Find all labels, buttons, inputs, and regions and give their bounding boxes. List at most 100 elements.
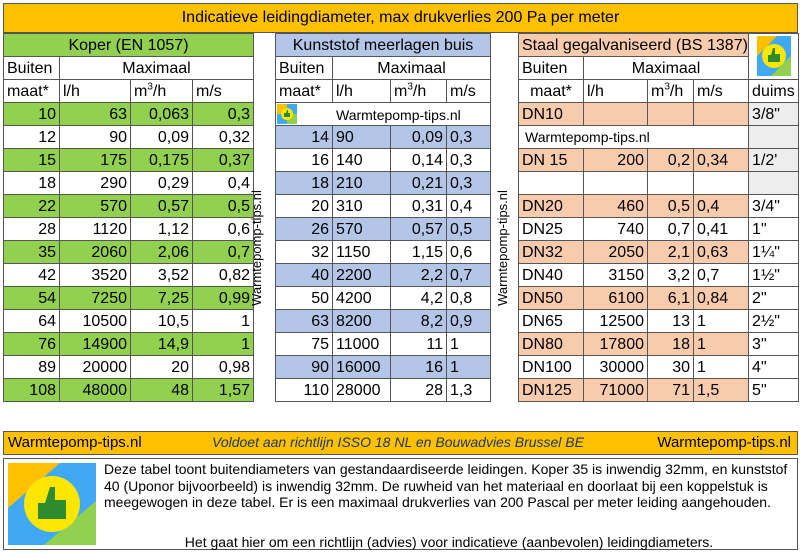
koper-cell: 0,5 — [192, 194, 254, 218]
staal-row: DN 15 200 0,2 0,34 1/2' — [518, 148, 800, 172]
kunststof-cell: 75 — [275, 332, 333, 356]
koper-cell: 0,4 — [192, 171, 254, 195]
staal-row: DN32 2050 2,1 0,63 1¼" — [518, 240, 800, 264]
vertical-watermark-right: Warmtepomp-tips.nl — [495, 190, 510, 306]
staal-cell: 2,1 — [647, 240, 694, 264]
staal-cell: 0,84 — [692, 286, 750, 310]
koper-cell: 1 — [192, 332, 254, 356]
staal-row: DN50 6100 6,1 0,84 2" — [518, 286, 800, 310]
staal-header-ms: m/s — [692, 79, 750, 103]
kunststof-row: 32 1150 1,15 0,6 — [275, 240, 492, 264]
koper-cell: 0,063 — [130, 102, 193, 126]
koper-row: 42 3520 3,52 0,82 — [3, 263, 254, 287]
koper-row: 12 90 0,09 0,32 — [3, 125, 254, 149]
koper-cell: 89 — [3, 355, 60, 379]
staal-cell: 2050 — [583, 240, 648, 264]
staal-cell: 0,41 — [692, 217, 750, 241]
koper-cell: 0,99 — [192, 286, 254, 310]
thumbs-up-icon — [277, 104, 297, 124]
staal-row: DN25 740 0,7 0,41 1" — [518, 217, 800, 241]
kunststof-row: 26 570 0,57 0,5 — [275, 217, 492, 241]
kunststof-cell: 0,14 — [390, 148, 447, 172]
staal-cell: DN65 — [518, 309, 584, 333]
staal-header-buiten: Buiten — [518, 56, 584, 80]
koper-cell: 7,25 — [130, 286, 193, 310]
koper-cell: 48000 — [59, 378, 131, 402]
kunststof-cell: 570 — [332, 217, 391, 241]
staal-cell: DN25 — [518, 217, 584, 241]
staal-cell: 1 — [692, 332, 750, 356]
koper-cell: 290 — [59, 171, 131, 195]
koper-cell: 1120 — [59, 217, 131, 241]
koper-cell: 76 — [3, 332, 60, 356]
staal-cell: 30000 — [583, 355, 648, 379]
staal-watermark-row: Warmtepomp-tips.nl — [517, 125, 800, 149]
kunststof-cell: 26 — [275, 217, 333, 241]
kunststof-cell: 0,3 — [445, 148, 492, 172]
koper-cell: 1,12 — [130, 217, 193, 241]
koper-cell: 175 — [59, 148, 131, 172]
staal-cell: 6,1 — [647, 286, 694, 310]
staal-cell: DN100 — [518, 355, 584, 379]
staal-blank-cell — [692, 171, 750, 195]
staal-blank-cell — [748, 171, 800, 195]
kunststof-cell: 0,57 — [390, 217, 447, 241]
kunststof-cell: 0,4 — [445, 194, 492, 218]
koper-cell: 7250 — [59, 286, 131, 310]
koper-header-lh: l/h — [59, 79, 131, 103]
staal-cell: 3150 — [583, 263, 648, 287]
kunststof-cell: 90 — [332, 125, 391, 149]
kunststof-cell: 40 — [275, 263, 333, 287]
staal-cell: 71 — [647, 378, 694, 402]
staal-cell: 0,63 — [692, 240, 750, 264]
staal-row: DN65 12500 13 1 2½" — [518, 309, 800, 333]
staal-cell: 0,5 — [647, 194, 694, 218]
staal-row: DN125 71000 71 1,5 5" — [518, 378, 800, 402]
kunststof-cell: 0,21 — [390, 171, 447, 195]
kunststof-cell: 0,09 — [390, 125, 447, 149]
kunststof-row: 75 11000 11 1 — [275, 332, 492, 356]
koper-cell: 48 — [130, 378, 193, 402]
footer-right: Warmtepomp-tips.nl — [657, 434, 791, 451]
footer-bar: Warmtepomp-tips.nl Voldoet aan richtlijn… — [3, 431, 798, 455]
staal-cell: 0,34 — [692, 148, 750, 172]
kunststof-row: 14 90 0,09 0,3 — [275, 125, 492, 149]
koper-header-maat: maat* — [3, 79, 60, 103]
koper-cell: 14900 — [59, 332, 131, 356]
staal-cell: DN50 — [518, 286, 584, 310]
kunststof-row: 50 4200 4,2 0,8 — [275, 286, 492, 310]
staal-cell: 1½" — [748, 263, 800, 287]
staal-cell: 4" — [748, 355, 800, 379]
koper-row: 22 570 0,57 0,5 — [3, 194, 254, 218]
koper-cell: 3520 — [59, 263, 131, 287]
koper-cell: 20000 — [59, 355, 131, 379]
koper-cell: 10 — [3, 102, 60, 126]
staal-cell: 460 — [583, 194, 648, 218]
info-text: Deze tabel toont buitendiameters van ges… — [104, 461, 788, 510]
koper-row: 28 1120 1,12 0,6 — [3, 217, 254, 241]
koper-header-maximaal: Maximaal — [59, 56, 254, 80]
koper-cell: 54 — [3, 286, 60, 310]
staal-blank-cell — [647, 171, 694, 195]
staal-header-lh: l/h — [583, 79, 648, 103]
kunststof-cell: 110 — [275, 378, 333, 402]
staal-row: DN40 3150 3,2 0,7 1½" — [518, 263, 800, 287]
kunststof-header-maximaal: Maximaal — [331, 56, 492, 80]
kunststof-cell: 18 — [275, 171, 333, 195]
kunststof-cell: 28000 — [332, 378, 391, 402]
kunststof-row: 63 8200 8,2 0,9 — [275, 309, 492, 333]
koper-cell: 1 — [192, 309, 254, 333]
page-title: Indicatieve leidingdiameter, max drukver… — [3, 3, 798, 33]
staal-cell: 30 — [647, 355, 694, 379]
koper-cell: 64 — [3, 309, 60, 333]
kunststof-cell: 210 — [332, 171, 391, 195]
staal-cell: 3,2 — [647, 263, 694, 287]
koper-header-m3h: m3/h — [130, 79, 193, 103]
kunststof-cell: 0,3 — [445, 125, 492, 149]
koper-cell: 12 — [3, 125, 60, 149]
staal-cell — [583, 102, 648, 126]
koper-header-ms: m/s — [192, 79, 254, 103]
koper-cell: 63 — [59, 102, 131, 126]
koper-cell: 42 — [3, 263, 60, 287]
staal-header-maat: maat* — [518, 79, 584, 103]
